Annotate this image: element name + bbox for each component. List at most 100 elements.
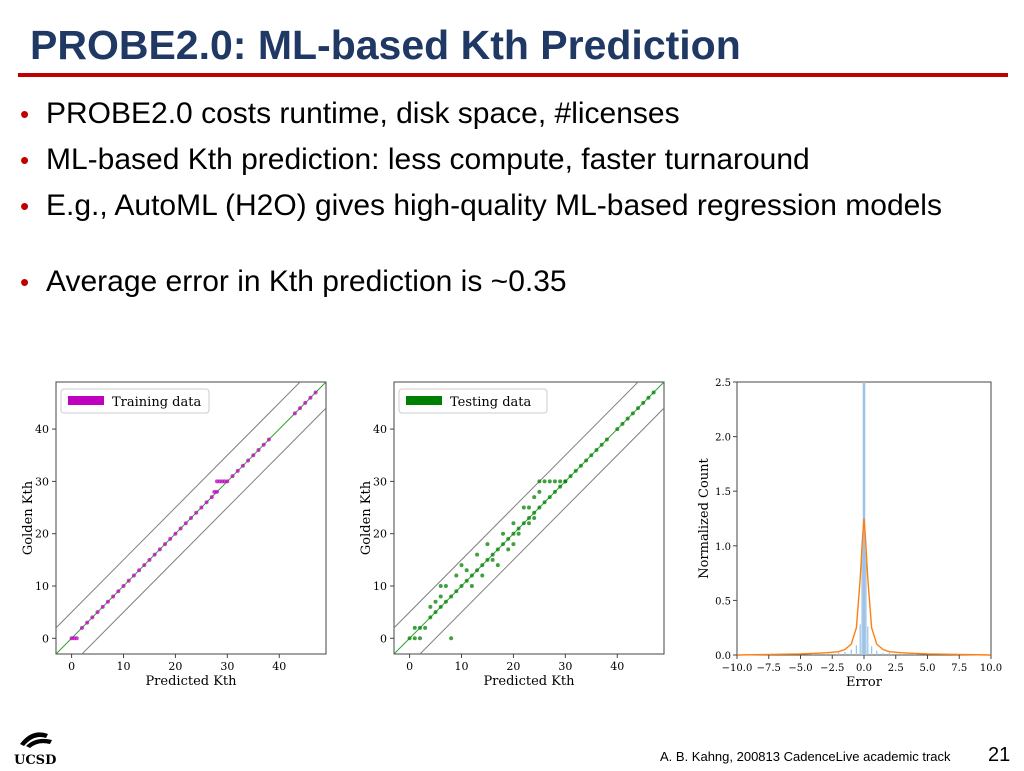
- data-point: [443, 599, 448, 604]
- data-point: [292, 411, 297, 416]
- histogram-bar: [855, 645, 858, 655]
- data-point: [480, 573, 485, 578]
- data-point: [527, 521, 531, 526]
- data-point: [573, 468, 578, 473]
- data-point: [527, 516, 531, 520]
- x-tick-label: 10: [455, 660, 469, 673]
- data-point: [641, 400, 646, 405]
- histogram-bar: [901, 653, 903, 655]
- reference-line: [81, 407, 326, 654]
- y-tick-label: 30: [373, 475, 387, 488]
- data-point: [469, 573, 474, 578]
- data-point: [506, 536, 511, 541]
- reference-line: [56, 382, 301, 629]
- bullet-item: • E.g., AutoML (H2O) gives high-quality …: [20, 188, 976, 224]
- data-point: [449, 594, 454, 599]
- plot-area: [394, 382, 664, 654]
- data-point: [495, 547, 500, 552]
- data-point: [459, 584, 464, 588]
- x-tick-label: 40: [272, 660, 286, 673]
- y-tick-label: 1.5: [715, 487, 731, 498]
- data-point: [485, 557, 490, 562]
- x-tick-label: 20: [168, 660, 182, 673]
- data-point: [142, 563, 147, 568]
- data-point: [532, 495, 537, 500]
- data-point: [511, 521, 516, 526]
- bullet-text: Average error in Kth prediction is ~0.35: [46, 265, 567, 298]
- y-tick-label: 40: [373, 423, 387, 436]
- y-axis-label: Normalized Count: [697, 457, 712, 578]
- data-point: [235, 468, 240, 473]
- bullet-list: • PROBE2.0 costs runtime, disk space, #l…: [20, 96, 976, 300]
- data-point: [636, 406, 641, 411]
- x-tick-label: 7.5: [951, 663, 967, 674]
- data-point: [189, 516, 193, 520]
- data-point: [578, 463, 583, 468]
- data-point: [105, 599, 110, 604]
- legend-label: Testing data: [450, 395, 532, 410]
- x-tick-label: 30: [220, 660, 234, 673]
- data-point: [547, 479, 552, 484]
- data-point: [433, 599, 438, 604]
- data-point: [615, 427, 620, 432]
- data-point: [126, 578, 131, 583]
- y-tick-label: 20: [35, 528, 49, 541]
- histogram-bar: [844, 651, 846, 655]
- legend-box: [398, 388, 548, 414]
- y-tick-label: 1.0: [715, 542, 731, 553]
- x-tick-label: 5.0: [920, 663, 936, 674]
- histogram-bar: [876, 650, 878, 655]
- data-point: [412, 625, 417, 630]
- x-tick-label: −2.5: [820, 663, 844, 674]
- histogram-bar: [865, 551, 867, 655]
- data-point: [137, 568, 142, 573]
- x-tick-label: 30: [558, 660, 572, 673]
- footer-credit: A. B. Kahng, 200813 CadenceLive academic…: [660, 749, 951, 764]
- data-point: [464, 578, 469, 583]
- data-point: [100, 604, 105, 609]
- data-point: [194, 510, 199, 515]
- data-point: [423, 625, 428, 630]
- data-point: [521, 521, 526, 526]
- data-point: [625, 416, 630, 421]
- data-point: [501, 542, 506, 547]
- data-point: [589, 453, 594, 458]
- data-point: [532, 510, 537, 515]
- x-tick-label: 0.0: [856, 663, 872, 674]
- bullet-item: • ML-based Kth prediction: less compute,…: [20, 142, 976, 178]
- data-point: [563, 479, 568, 484]
- histogram-bar: [861, 545, 863, 655]
- legend-swatch: [68, 396, 104, 405]
- data-point: [511, 531, 516, 536]
- data-point: [438, 604, 443, 609]
- reference-line: [419, 407, 664, 654]
- data-point: [157, 547, 162, 552]
- data-point: [131, 573, 136, 578]
- data-point: [485, 542, 490, 547]
- data-point: [599, 442, 604, 447]
- data-point: [438, 584, 443, 588]
- data-point: [511, 542, 516, 547]
- data-point: [547, 495, 552, 500]
- x-axis-label: Predicted Kth: [145, 674, 237, 689]
- data-point: [433, 610, 438, 615]
- x-tick-label: 0: [68, 660, 75, 673]
- data-point: [630, 411, 635, 416]
- data-point: [266, 437, 271, 442]
- data-point: [152, 552, 157, 557]
- histogram-bar: [914, 653, 916, 655]
- data-point: [475, 552, 480, 557]
- histogram-bar: [888, 652, 891, 655]
- training-scatter-chart: 0 10 20 30 40 0 10 20 30 40 Predicted Kth Golden Kt…: [21, 381, 327, 689]
- data-point: [537, 505, 542, 510]
- legend-swatch: [406, 396, 442, 405]
- plot-area: [56, 382, 326, 654]
- legend-label: Training data: [112, 395, 201, 410]
- data-point: [438, 594, 443, 599]
- data-point: [79, 625, 84, 630]
- data-point: [199, 505, 204, 510]
- y-tick-label: 10: [35, 580, 49, 593]
- testing-scatter-chart: 0 10 20 30 40 0 10 20 30 40 Predicted Kth Golden Kt…: [359, 381, 665, 689]
- x-tick-label: 10.0: [980, 663, 1002, 674]
- data-point: [449, 636, 454, 641]
